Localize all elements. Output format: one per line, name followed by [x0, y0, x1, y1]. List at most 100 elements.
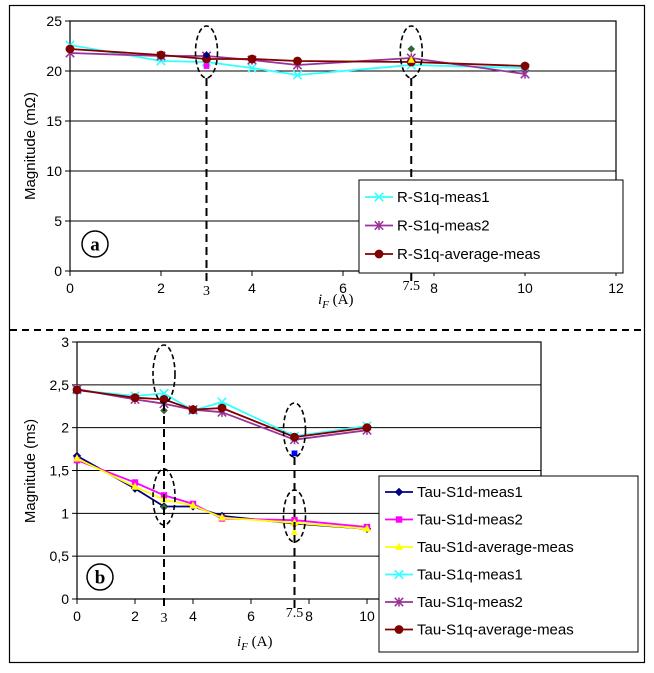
y-tick-label: 0	[54, 263, 62, 279]
series-tau-s1q-average-meas	[72, 385, 372, 442]
x-tick-label: 0	[66, 280, 74, 296]
legend-entry-tau-s1q-meas1: Tau-S1q-meas1	[385, 567, 523, 584]
x-tick-label: 0	[73, 608, 81, 624]
highlight-ellipse	[194, 25, 219, 79]
data-point	[292, 70, 303, 80]
panel-b-legend: Tau-S1d-meas1 Tau-S1d-meas2 Tau-S1d-averag…	[378, 475, 639, 653]
data-point	[156, 50, 166, 60]
data-point	[217, 403, 227, 413]
y-tick-label: 10	[46, 163, 62, 179]
outer-border	[8, 4, 646, 664]
panel-b-y-axis-title: Magnitude (ms)	[22, 419, 39, 523]
panel-a-x-axis-title: iF (A)	[318, 292, 353, 311]
y-tick-label: 1,5	[50, 463, 70, 479]
legend-entry-tau-s1q-meas2: Tau-S1q-meas2	[385, 594, 523, 611]
panel-a-y-ticks: 0 5 10 15 20 25	[46, 13, 70, 279]
legend-marker	[395, 516, 403, 523]
highlight-ellipse	[399, 25, 424, 79]
panel-a-label: a	[81, 230, 109, 258]
extra-data-point	[407, 56, 415, 63]
data-point	[362, 423, 372, 433]
data-point	[131, 482, 139, 490]
legend-marker	[394, 597, 404, 607]
y-tick-label: 3	[61, 334, 69, 350]
y-tick-label: 15	[46, 113, 62, 129]
legend-marker	[374, 192, 384, 202]
data-point	[65, 44, 75, 54]
panel-a-series	[65, 40, 530, 80]
data-point	[73, 454, 81, 462]
y-tick-label: 5	[54, 213, 62, 229]
data-point	[520, 69, 530, 79]
legend-entry-tau-s1d-meas2: Tau-S1d-meas2	[385, 512, 523, 529]
data-point	[130, 393, 140, 403]
x-tick-label: 8	[430, 280, 438, 296]
panel-a-chart: 0 5 10 15 20 25 0 2 4 6 8 10 12 3 7.5 Magnitude (mΩ)…	[22, 13, 624, 311]
panel-a-label-text: a	[90, 235, 100, 256]
y-tick-label: 2	[61, 420, 69, 436]
data-point	[293, 56, 302, 66]
data-point	[188, 405, 198, 415]
panel-b-label: b	[86, 563, 114, 591]
panel-b-gridlines	[77, 384, 541, 557]
y-tick-label: 25	[46, 13, 62, 29]
legend-label: R-S1q-meas1	[397, 189, 490, 206]
extra-data-point	[291, 450, 298, 457]
highlight-label: 3	[203, 284, 210, 299]
series-tau-s1d-average-meas	[73, 454, 371, 532]
extra-data-point	[290, 528, 299, 535]
x-tick-label: 6	[339, 280, 347, 296]
data-point	[363, 524, 371, 532]
legend-entry-r-s1q-average-meas: R-S1q-average-meas	[365, 246, 540, 263]
x-tick-label: 8	[305, 608, 313, 624]
data-point	[247, 54, 257, 64]
legend-marker	[374, 249, 384, 259]
legend-entry-tau-s1q-average-meas: Tau-S1q-average-meas	[385, 622, 574, 639]
extra-data-point	[202, 51, 211, 59]
legend-entry-r-s1q-meas1: R-S1q-meas1	[365, 189, 490, 206]
legend-label: Tau-S1d-average-meas	[417, 539, 574, 556]
legend-label: Tau-S1d-meas1	[417, 484, 523, 501]
panel-b-series	[72, 384, 372, 533]
legend-marker	[374, 220, 384, 231]
highlight-label: 7.5	[286, 606, 304, 621]
legend-box	[378, 475, 639, 653]
y-tick-label: 1	[61, 505, 69, 521]
y-tick-label: 0,5	[50, 548, 70, 564]
extra-data-point	[407, 45, 416, 53]
data-point	[189, 501, 197, 509]
legend-box	[358, 179, 624, 274]
data-point	[218, 513, 226, 521]
x-tick-label: 2	[131, 608, 139, 624]
legend-label: Tau-S1q-average-meas	[417, 622, 574, 639]
panel-a-extra-points	[202, 45, 416, 69]
x-tick-label: 4	[189, 608, 197, 624]
panel-b-label-circle	[86, 563, 114, 591]
panel-b-y-ticks: 0 0,5 1 1,5 2 2,5 3	[50, 334, 77, 607]
x-tick-label: 4	[248, 280, 256, 296]
panel-b-x-axis-title: iF (A)	[237, 634, 272, 653]
highlight-label: 3	[161, 611, 168, 626]
panel-b-chart: 00,511,522,53 0246810121416 37.5 Magnitu…	[22, 334, 639, 653]
legend-label: R-S1q-meas2	[397, 218, 490, 235]
y-tick-label: 2,5	[50, 377, 70, 393]
panel-b-label-text: b	[95, 568, 106, 589]
x-tick-label: 6	[247, 608, 255, 624]
y-tick-label: 20	[46, 63, 62, 79]
legend-entry-tau-s1d-meas1: Tau-S1d-meas1	[385, 484, 523, 501]
panel-a-y-axis-title: Magnitude (mΩ)	[22, 92, 39, 200]
extra-data-point	[203, 63, 210, 69]
legend-label: Tau-S1d-meas2	[417, 512, 523, 529]
legend-label: Tau-S1q-meas1	[417, 567, 523, 584]
legend-marker	[394, 625, 404, 634]
highlight-label: 7.5	[403, 279, 421, 294]
y-tick-label: 0	[61, 591, 69, 607]
data-point	[520, 61, 530, 71]
legend-marker	[394, 569, 404, 580]
legend-label: R-S1q-average-meas	[397, 246, 540, 263]
highlight-ellipse	[282, 402, 307, 458]
panel-b-highlights: 3 7.5	[152, 344, 307, 626]
panel-a-label-circle	[81, 230, 109, 258]
legend-marker	[394, 487, 404, 497]
